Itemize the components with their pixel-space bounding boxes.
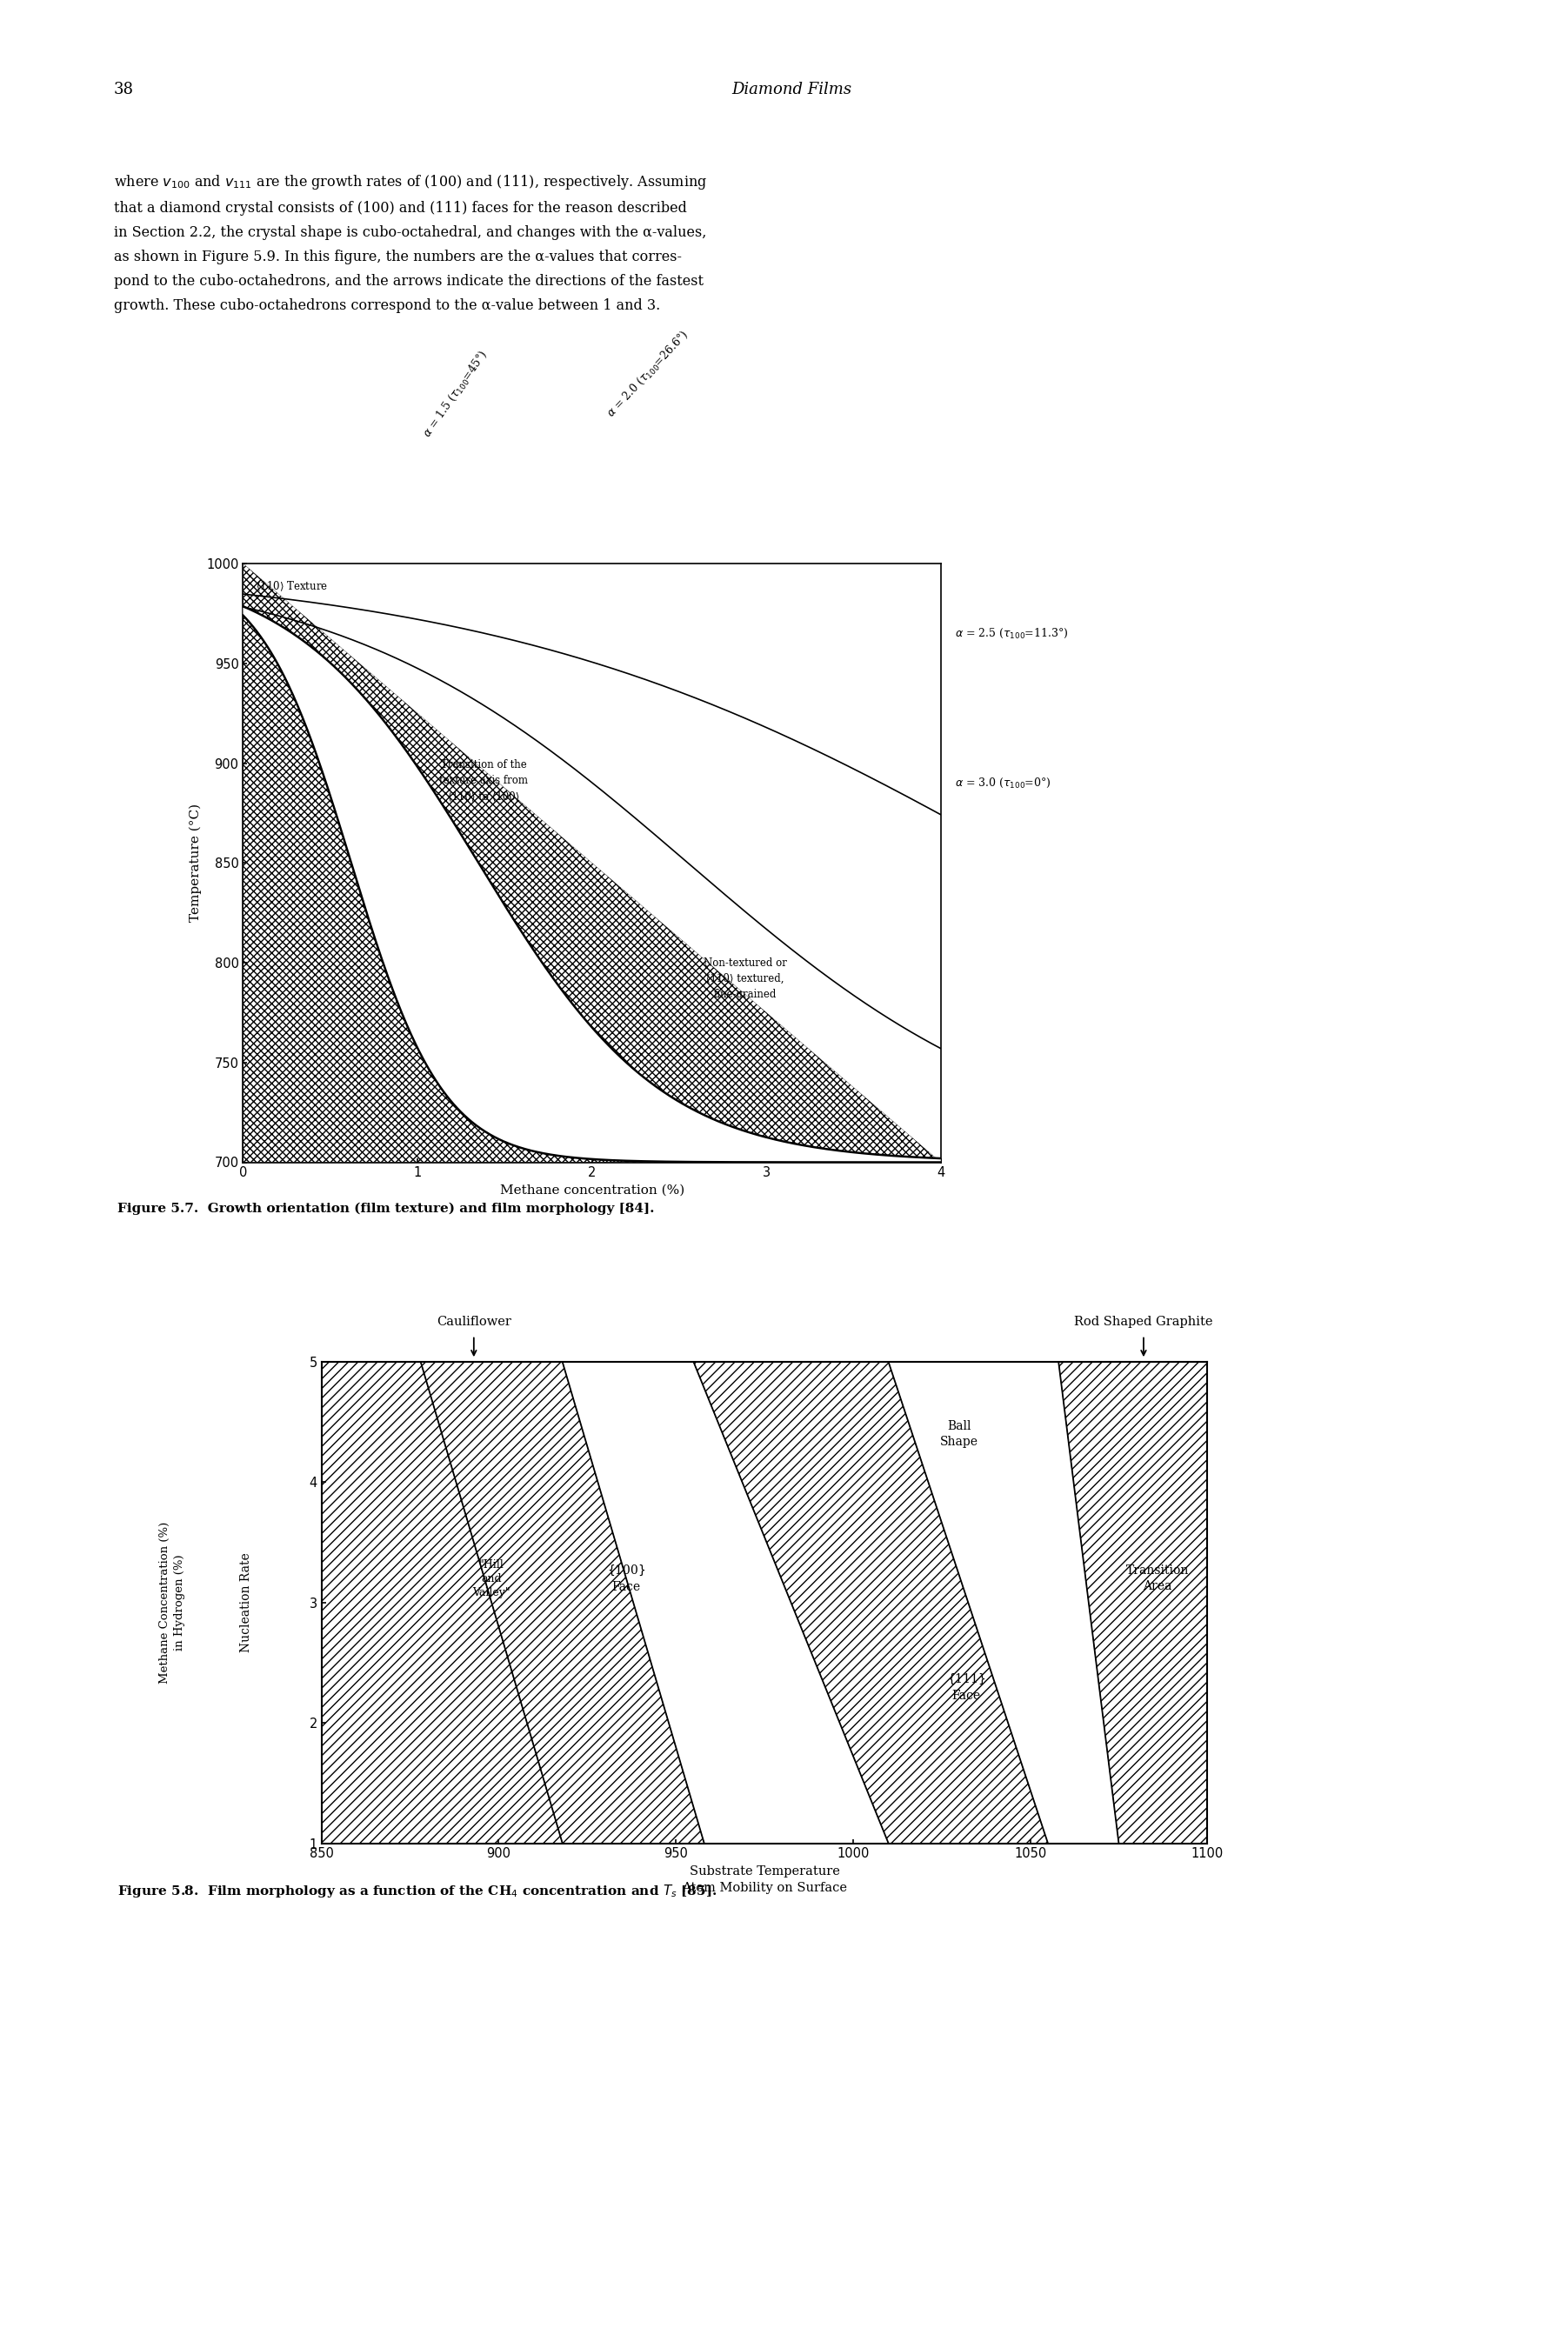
Text: Nucleation Rate: Nucleation Rate — [240, 1552, 252, 1653]
Text: Figure 5.7.  Growth orientation (film texture) and film morphology [84].: Figure 5.7. Growth orientation (film tex… — [118, 1202, 654, 1214]
Text: $\alpha$ = 3.0 ($\tau_{100}$=0°): $\alpha$ = 3.0 ($\tau_{100}$=0°) — [955, 777, 1051, 789]
Text: $\alpha$ = 2.5 ($\tau_{100}$=11.3°): $\alpha$ = 2.5 ($\tau_{100}$=11.3°) — [955, 627, 1068, 641]
Text: $\{$111$\}$
Face: $\{$111$\}$ Face — [947, 1672, 986, 1702]
Text: $\{$100$\}$
Face: $\{$100$\}$ Face — [607, 1564, 646, 1594]
Text: $\alpha$ = 1.5 ($\tau_{100}$=45°): $\alpha$ = 1.5 ($\tau_{100}$=45°) — [420, 348, 491, 439]
Text: Figure 5.8.  Film morphology as a function of the CH$_4$ concentration and $T_s$: Figure 5.8. Film morphology as a functio… — [118, 1883, 717, 1900]
Text: Ball
Shape: Ball Shape — [941, 1421, 978, 1449]
X-axis label: Methane concentration (%): Methane concentration (%) — [500, 1183, 684, 1197]
Text: 38: 38 — [114, 82, 133, 99]
Y-axis label: Temperature (°C): Temperature (°C) — [190, 803, 201, 923]
Text: Diamond Films: Diamond Films — [732, 82, 851, 99]
Text: Transition of the
texture axis from
⟨110⟩ to ⟨100⟩: Transition of the texture axis from ⟨110… — [439, 758, 528, 801]
Text: "Hill
and
Valley": "Hill and Valley" — [472, 1559, 511, 1599]
Text: Non-textured or
⟨110⟩ textured,
fine-grained: Non-textured or ⟨110⟩ textured, fine-gra… — [704, 958, 787, 1000]
Text: $\langle$110$\rangle$ Texture: $\langle$110$\rangle$ Texture — [256, 580, 328, 592]
X-axis label: Substrate Temperature
Atom Mobility on Surface: Substrate Temperature Atom Mobility on S… — [682, 1864, 847, 1895]
Text: $\alpha$ = 2.0 ($\tau_{100}$=26.6°): $\alpha$ = 2.0 ($\tau_{100}$=26.6°) — [604, 329, 691, 420]
Text: where $v_{100}$ and $v_{111}$ are the growth rates of (100) and (111), respectiv: where $v_{100}$ and $v_{111}$ are the gr… — [114, 174, 707, 312]
Text: Cauliflower: Cauliflower — [436, 1315, 511, 1329]
Polygon shape — [243, 606, 941, 1162]
Text: Methane Concentration (%)
in Hydrogen (%): Methane Concentration (%) in Hydrogen (%… — [160, 1522, 185, 1684]
Text: Rod Shaped Graphite: Rod Shaped Graphite — [1074, 1315, 1214, 1329]
Text: Transition
Area: Transition Area — [1126, 1564, 1189, 1592]
